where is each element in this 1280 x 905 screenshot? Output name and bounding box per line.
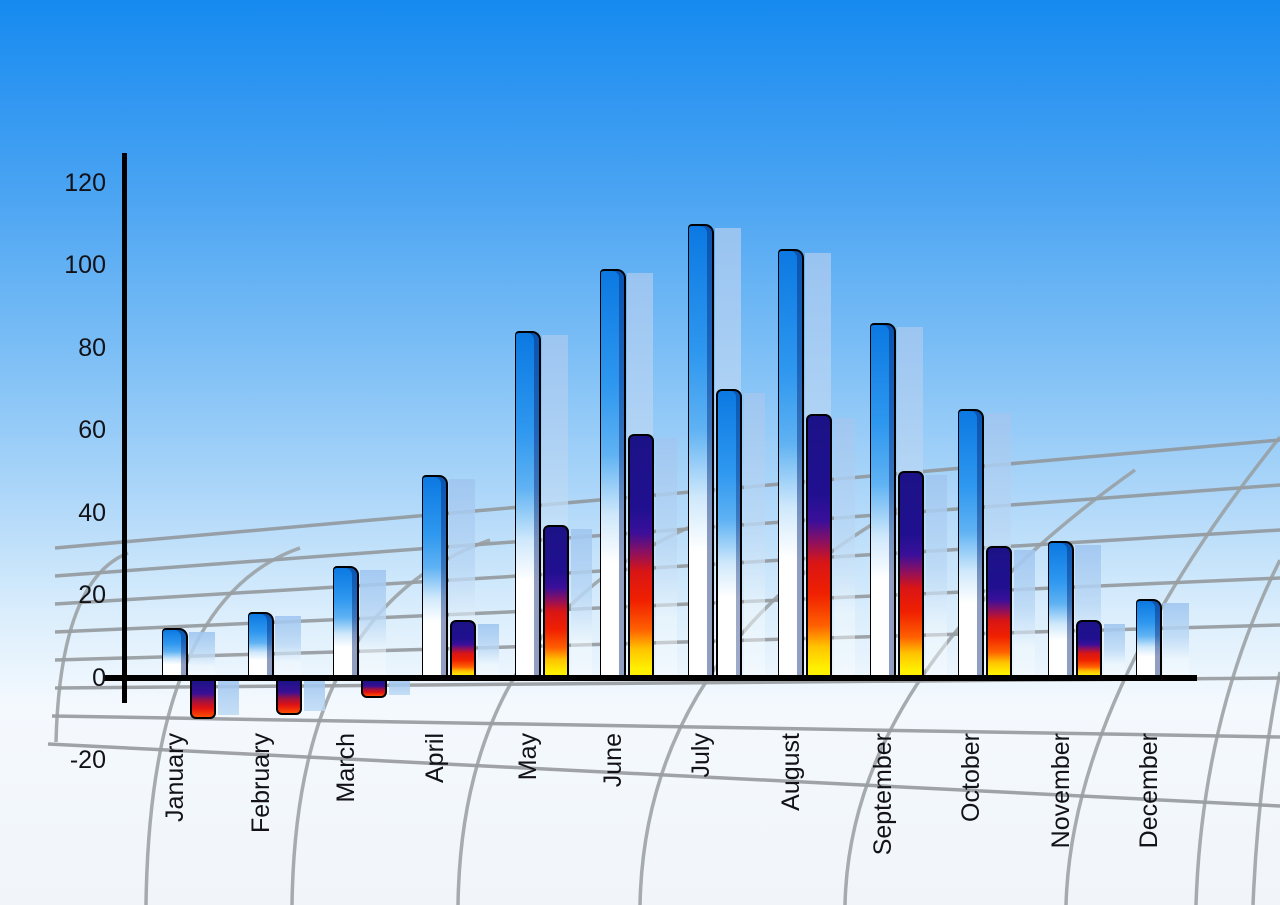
x-label-may: May (514, 733, 542, 781)
bar-may-series2-shadow (571, 528, 592, 678)
bar-august-series2-shadow (834, 417, 855, 678)
bar-june-series2 (628, 434, 654, 678)
x-axis-line (104, 675, 1197, 681)
bar-september-series2-shadow (926, 475, 947, 678)
bar-may-series2 (543, 524, 569, 678)
bar-october-series2 (986, 545, 1012, 678)
x-label-march: March (332, 733, 360, 803)
bar-june-series2-shadow (656, 438, 677, 678)
y-tick-40: 40 (78, 498, 106, 527)
bar-november-series2 (1076, 619, 1102, 678)
bar-april-series2 (450, 619, 476, 678)
x-label-july: July (687, 733, 715, 778)
y-tick--20: -20 (69, 746, 106, 774)
bar-january-series2 (190, 681, 216, 719)
bar-january-series1-shadow (189, 632, 215, 678)
x-label-february: February (247, 733, 275, 834)
y-tick-100: 100 (64, 251, 106, 279)
x-label-january: January (161, 733, 189, 822)
bar-february-series1 (248, 611, 274, 678)
x-label-september: September (869, 733, 897, 856)
bar-july-series2 (716, 388, 742, 678)
bar-february-series1-shadow (275, 615, 301, 678)
bar-september-series2 (898, 471, 924, 678)
y-tick-20: 20 (78, 581, 106, 609)
bar-july-series2-shadow (744, 392, 765, 678)
bar-august-series1 (778, 248, 804, 678)
bar-april-series1 (422, 475, 448, 678)
y-axis-line (122, 153, 127, 703)
bar-january-series1 (162, 628, 188, 678)
x-label-august: August (777, 733, 805, 811)
bar-august-series2 (806, 413, 832, 678)
bar-february-series2-shadow (304, 681, 325, 712)
bar-january-series2-shadow (218, 681, 239, 716)
x-label-june: June (599, 733, 627, 788)
bar-october-series1 (958, 409, 984, 678)
bar-june-series1 (600, 269, 626, 678)
x-label-october: October (957, 733, 985, 822)
bar-october-series2-shadow (1014, 549, 1035, 678)
x-label-april: April (421, 733, 449, 784)
bar-march-series2-shadow (389, 681, 410, 695)
x-label-november: November (1047, 733, 1075, 849)
x-label-december: December (1135, 733, 1163, 849)
bar-march-series2 (361, 681, 387, 699)
y-tick-0: 0 (92, 663, 106, 692)
y-tick-120: 120 (64, 168, 106, 197)
bar-december-series1 (1136, 599, 1162, 678)
bar-december-series1-shadow (1163, 603, 1189, 678)
bar-february-series2 (276, 681, 302, 715)
bar-july-series1 (688, 223, 714, 678)
bar-april-series2-shadow (478, 623, 499, 678)
bar-november-series1 (1048, 541, 1074, 678)
bar-september-series1 (870, 322, 896, 678)
bar-march-series1 (333, 566, 359, 678)
bar-november-series2-shadow (1104, 623, 1125, 678)
bar-may-series1 (515, 331, 541, 678)
y-tick-60: 60 (78, 416, 106, 444)
bar-march-series1-shadow (360, 570, 386, 678)
y-tick-80: 80 (78, 333, 106, 362)
